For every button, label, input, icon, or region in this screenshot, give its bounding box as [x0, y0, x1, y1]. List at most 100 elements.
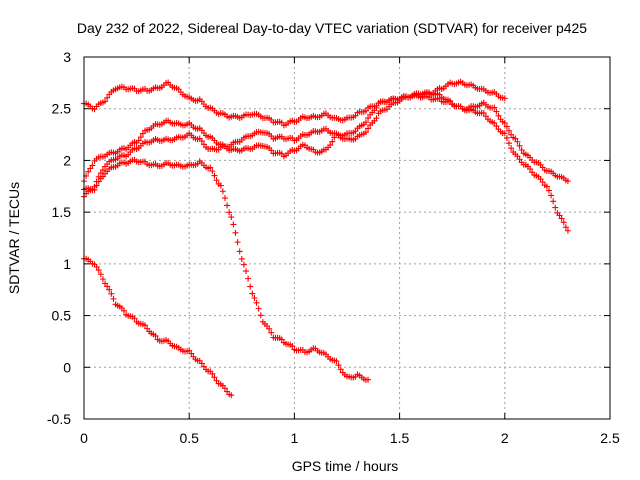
data-point [491, 104, 498, 111]
data-point [527, 166, 534, 173]
data-point [245, 275, 252, 282]
y-tick-label: 1.5 [52, 204, 72, 220]
x-tick-label: 1 [291, 430, 299, 446]
data-point [362, 107, 369, 114]
data-point [221, 385, 228, 392]
data-point [249, 290, 256, 297]
data-point [537, 176, 544, 183]
x-tick-label: 0 [80, 430, 88, 446]
x-tick-label: 1.5 [390, 430, 410, 446]
data-point [501, 95, 508, 102]
chart-title: Day 232 of 2022, Sidereal Day-to-day VTE… [77, 20, 587, 36]
data-point [217, 182, 224, 189]
data-point [102, 280, 109, 287]
data-point [211, 374, 218, 381]
data-point [110, 295, 117, 302]
series-track-5 [81, 78, 508, 129]
data-point [362, 119, 369, 126]
data-point [108, 290, 115, 297]
data-point [543, 183, 550, 190]
data-point [135, 137, 142, 144]
data-point [552, 204, 559, 211]
data-point [512, 135, 519, 142]
data-point [93, 178, 100, 185]
y-tick-label: 0 [63, 359, 71, 375]
data-point [501, 130, 508, 137]
data-point [362, 129, 369, 136]
data-point [503, 134, 510, 141]
data-point [99, 276, 106, 283]
plot-frame [83, 56, 611, 420]
data-point [238, 255, 245, 262]
data-point [85, 168, 92, 175]
x-tick-label: 2.5 [600, 430, 620, 446]
data-point [102, 98, 109, 105]
data-point [335, 362, 342, 369]
data-point [152, 332, 159, 339]
data-point [373, 115, 380, 122]
data-point [89, 162, 96, 169]
data-point [266, 325, 273, 332]
data-point [514, 138, 521, 145]
y-tick-label: -0.5 [47, 411, 71, 427]
series-track-2 [81, 156, 372, 383]
data-point [550, 198, 557, 205]
y-tick-label: 1 [63, 256, 71, 272]
data-point [198, 360, 205, 367]
data-point [142, 322, 149, 329]
data-point [257, 312, 264, 319]
data-point [506, 127, 513, 134]
y-tick-label: 0.5 [52, 308, 72, 324]
data-point [95, 173, 102, 180]
data-point [226, 209, 233, 216]
data-point [493, 123, 500, 130]
data-point [243, 268, 250, 275]
data-point [503, 123, 510, 130]
data-point [558, 215, 565, 222]
data-point [516, 156, 523, 163]
data-point [289, 343, 296, 350]
data-point [518, 146, 525, 153]
data-point [209, 168, 216, 175]
data-point [232, 229, 239, 236]
data-point [548, 192, 555, 199]
data-point [365, 115, 372, 122]
series-track-1 [81, 255, 235, 399]
y-tick-label: 2 [63, 152, 71, 168]
data-point [228, 214, 235, 221]
data-point [198, 138, 205, 145]
data-point [228, 392, 235, 399]
data-point [493, 108, 500, 115]
data-point [104, 94, 111, 101]
y-tick-label: 2.5 [52, 101, 72, 117]
data-point [95, 267, 102, 274]
data-point [230, 221, 237, 228]
data-point [207, 164, 214, 171]
data-point [137, 134, 144, 141]
data-point [365, 376, 372, 383]
x-tick-label: 0.5 [179, 430, 199, 446]
x-axis-label: GPS time / hours [292, 458, 399, 474]
y-tick-label: 3 [63, 49, 71, 65]
data-point [564, 227, 571, 234]
axis-ticks [83, 56, 611, 420]
data-point [255, 305, 262, 312]
data-point [97, 271, 104, 278]
data-point [87, 165, 94, 172]
tick-labels: 0 0.5 1 1.5 2 2.5 -0.5 0 0.5 1 1.5 2 2.5 3 [47, 49, 620, 446]
data-point [495, 112, 502, 119]
data-point [268, 329, 275, 336]
y-axis-label: SDTVAR / TECUs [6, 182, 22, 294]
data-point [253, 299, 260, 306]
data-point [240, 261, 247, 268]
data-point [327, 142, 334, 149]
data-point [104, 283, 111, 290]
data-point [365, 125, 372, 132]
data-point [209, 370, 216, 377]
data-point [329, 138, 336, 145]
data-point [219, 188, 226, 195]
series-track-3 [81, 88, 571, 185]
data-point [221, 195, 228, 202]
data-point [480, 110, 487, 117]
